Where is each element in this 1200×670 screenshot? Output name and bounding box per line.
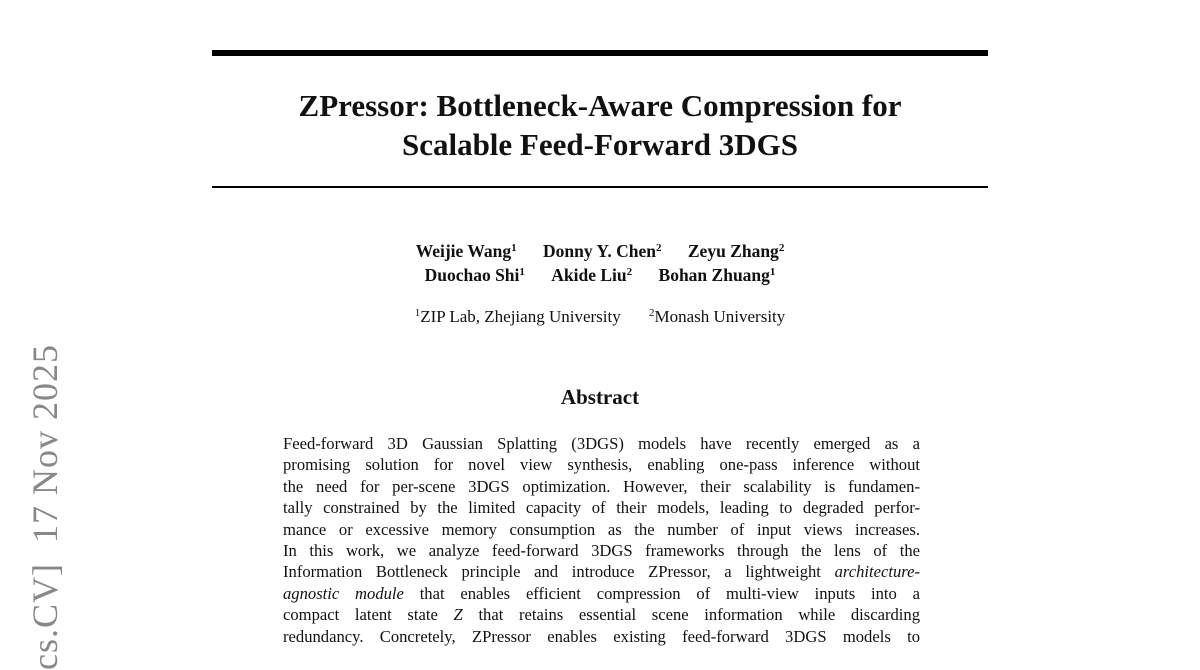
page: cs.CV] 17 Nov 2025 ZPressor: Bottleneck-… <box>0 50 1200 670</box>
affiliation: 2Monash University <box>649 307 785 326</box>
affiliation-name: Monash University <box>654 307 786 326</box>
author-name: Duochao Shi <box>424 265 520 285</box>
abstract-text: compact latent state <box>283 605 454 625</box>
abstract-line: mance or excessive memory consumption as… <box>283 519 920 540</box>
title-rule <box>212 186 988 188</box>
abstract-text: Information Bottleneck principle and int… <box>283 562 835 582</box>
author: Donny Y. Chen2 <box>543 241 661 261</box>
affiliation: 1ZIP Lab, Zhejiang University <box>415 307 621 326</box>
title-line: Scalable Feed-Forward 3DGS <box>401 127 799 162</box>
abstract-text: the need for per-scene 3DGS optimization… <box>283 476 920 496</box>
abstract-line: compact latent state Z that retains esse… <box>283 604 920 625</box>
abstract-line: tally constrained by the limited capacit… <box>283 497 920 518</box>
abstract-text: promising solution for novel view synthe… <box>283 455 920 475</box>
abstract-text: architecture- <box>834 562 920 582</box>
abstract-text: In this work, we analyze feed-forward 3D… <box>283 541 920 561</box>
abstract-text: that retains essential scene information… <box>462 605 920 625</box>
author-affiliation: 2 <box>626 266 633 278</box>
author-name: Donny Y. Chen <box>543 241 656 261</box>
author: Weijie Wang1 <box>416 241 517 261</box>
author-affiliation: 1 <box>519 266 525 278</box>
author: Bohan Zhuang1 <box>659 265 776 285</box>
author-name: Bohan Zhuang <box>658 265 770 285</box>
abstract-line: Feed-forward 3D Gaussian Splatting (3DGS… <box>283 433 920 454</box>
abstract-text: that enables efficient compression of mu… <box>403 583 920 603</box>
affiliation-mark: 1 <box>414 307 421 319</box>
author-affiliation: 1 <box>511 242 517 254</box>
abstract-text: mance or excessive memory consumption as… <box>283 519 920 539</box>
abstract-line: agnostic module that enables efficient c… <box>283 583 920 604</box>
author: Duochao Shi1 <box>425 265 525 285</box>
affiliation-mark: 2 <box>648 307 655 319</box>
top-rule <box>212 50 988 56</box>
abstract-body: Feed-forward 3D Gaussian Splatting (3DGS… <box>283 433 920 647</box>
author-name: Akide Liu <box>551 265 627 285</box>
abstract-line: In this work, we analyze feed-forward 3D… <box>283 540 920 561</box>
author-row: Duochao Shi1 Akide Liu2 Bohan Zhuang1 <box>0 265 1200 286</box>
author-affiliation: 2 <box>656 242 662 254</box>
abstract-line: promising solution for novel view synthe… <box>283 454 920 475</box>
author-name: Zeyu Zhang <box>687 241 779 261</box>
author-row: Weijie Wang1 Donny Y. Chen2 Zeyu Zhang2 <box>0 241 1200 262</box>
author: Akide Liu2 <box>551 265 632 285</box>
abstract-line: the need for per-scene 3DGS optimization… <box>283 476 920 497</box>
abstract-text: Z <box>453 605 463 625</box>
affiliations: 1ZIP Lab, Zhejiang University 2Monash Un… <box>0 307 1200 327</box>
abstract-heading: Abstract <box>560 385 640 409</box>
abstract-text: redundancy. Concretely, ZPressor enables… <box>283 626 920 646</box>
author-name: Weijie Wang <box>415 241 512 261</box>
author-affiliation: 1 <box>769 266 776 278</box>
abstract-text: tally constrained by the limited capacit… <box>283 498 920 518</box>
abstract-line: redundancy. Concretely, ZPressor enables… <box>283 626 920 647</box>
title-line: ZPressor: Bottleneck-Aware Compression f… <box>298 88 902 123</box>
author: Zeyu Zhang2 <box>688 241 784 261</box>
author-affiliation: 2 <box>778 242 785 254</box>
affiliation-name: ZIP Lab, Zhejiang University <box>420 307 621 326</box>
abstract-text: agnostic module <box>283 583 404 603</box>
abstract-text: Feed-forward 3D Gaussian Splatting (3DGS… <box>283 434 920 453</box>
abstract-line: Information Bottleneck principle and int… <box>283 561 920 582</box>
